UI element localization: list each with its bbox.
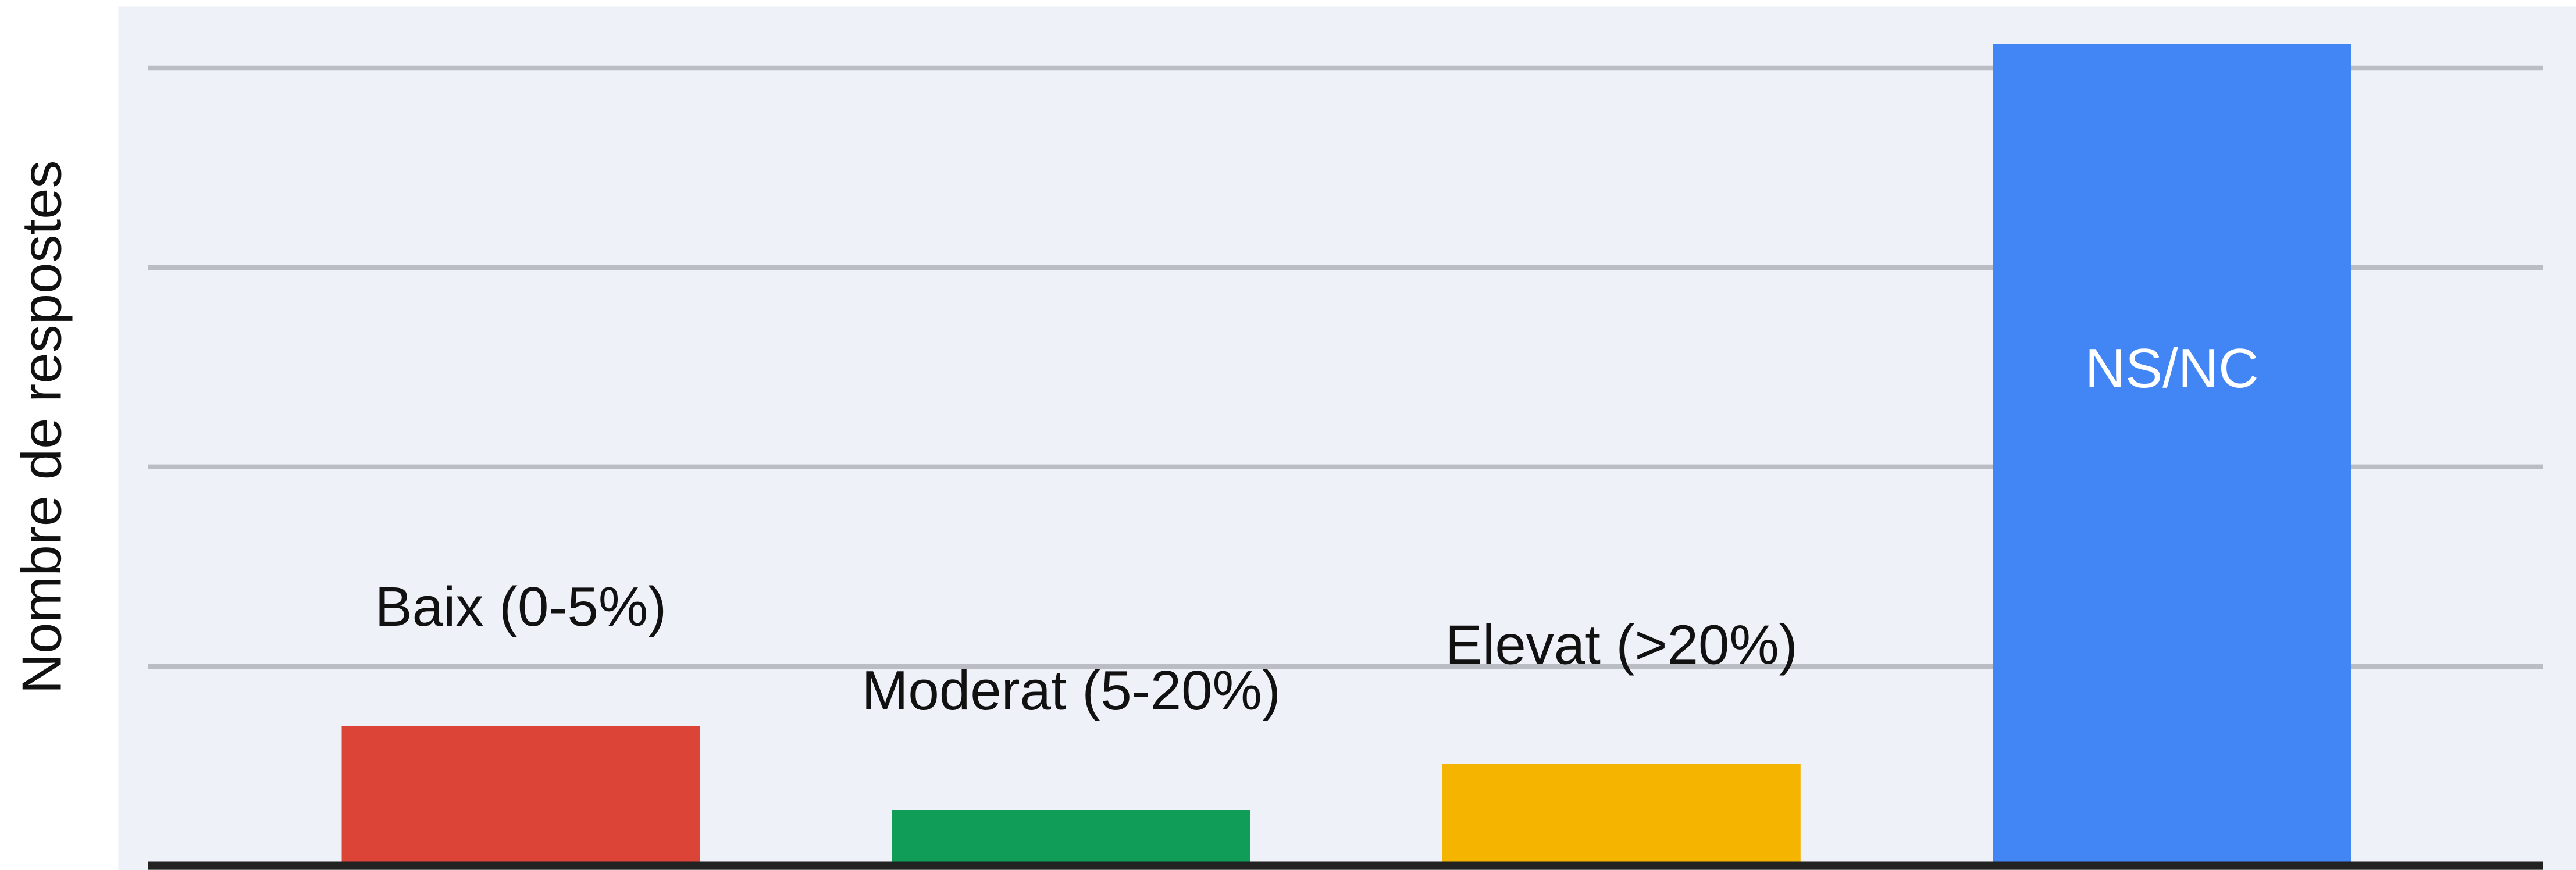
- bar: [892, 810, 1250, 866]
- bar-label: Elevat (>20%): [1445, 614, 1798, 676]
- bar-label: NS/NC: [2085, 337, 2259, 400]
- bar: [1442, 764, 1801, 866]
- bar: [341, 726, 700, 866]
- y-axis-label: Nombre de respostes: [10, 160, 73, 694]
- bar-label: Baix (0-5%): [375, 576, 667, 638]
- bar: [1993, 44, 2351, 866]
- bar-label: Moderat (5-20%): [861, 659, 1280, 722]
